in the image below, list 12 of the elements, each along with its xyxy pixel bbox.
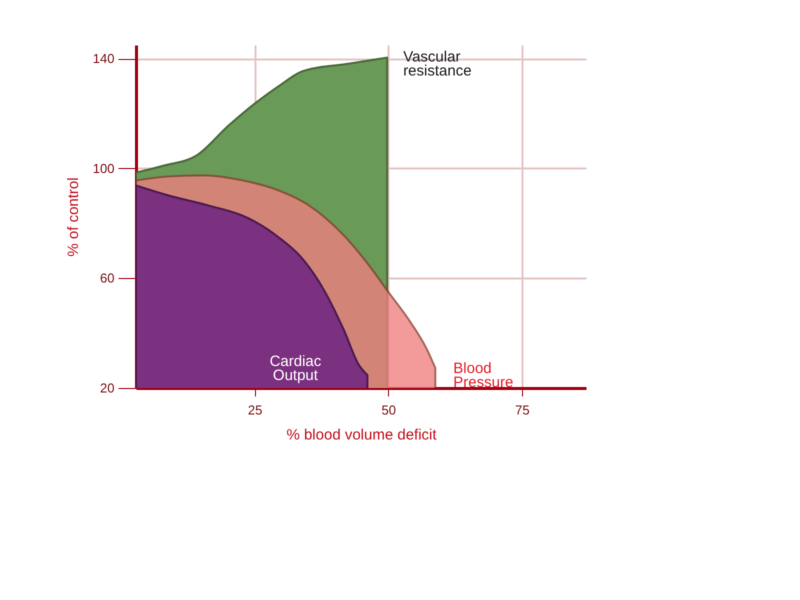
series-label: Blood Pressure — [453, 360, 514, 391]
x-tick-label: 75 — [515, 402, 530, 418]
y-tick-label: 140 — [92, 51, 114, 66]
series-label: Cardiac Output — [270, 353, 322, 384]
series-label: Vascular resistance — [403, 48, 472, 80]
y-tick-label: 60 — [100, 270, 114, 286]
y-tick-label: 20 — [100, 380, 114, 396]
x-tick-label: 25 — [248, 402, 262, 418]
x-tick-label: 50 — [382, 402, 396, 418]
y-tick-label: 100 — [92, 160, 114, 176]
x-axis-title: % blood volume deficit — [286, 426, 438, 444]
y-axis-title: % of control — [64, 177, 82, 257]
